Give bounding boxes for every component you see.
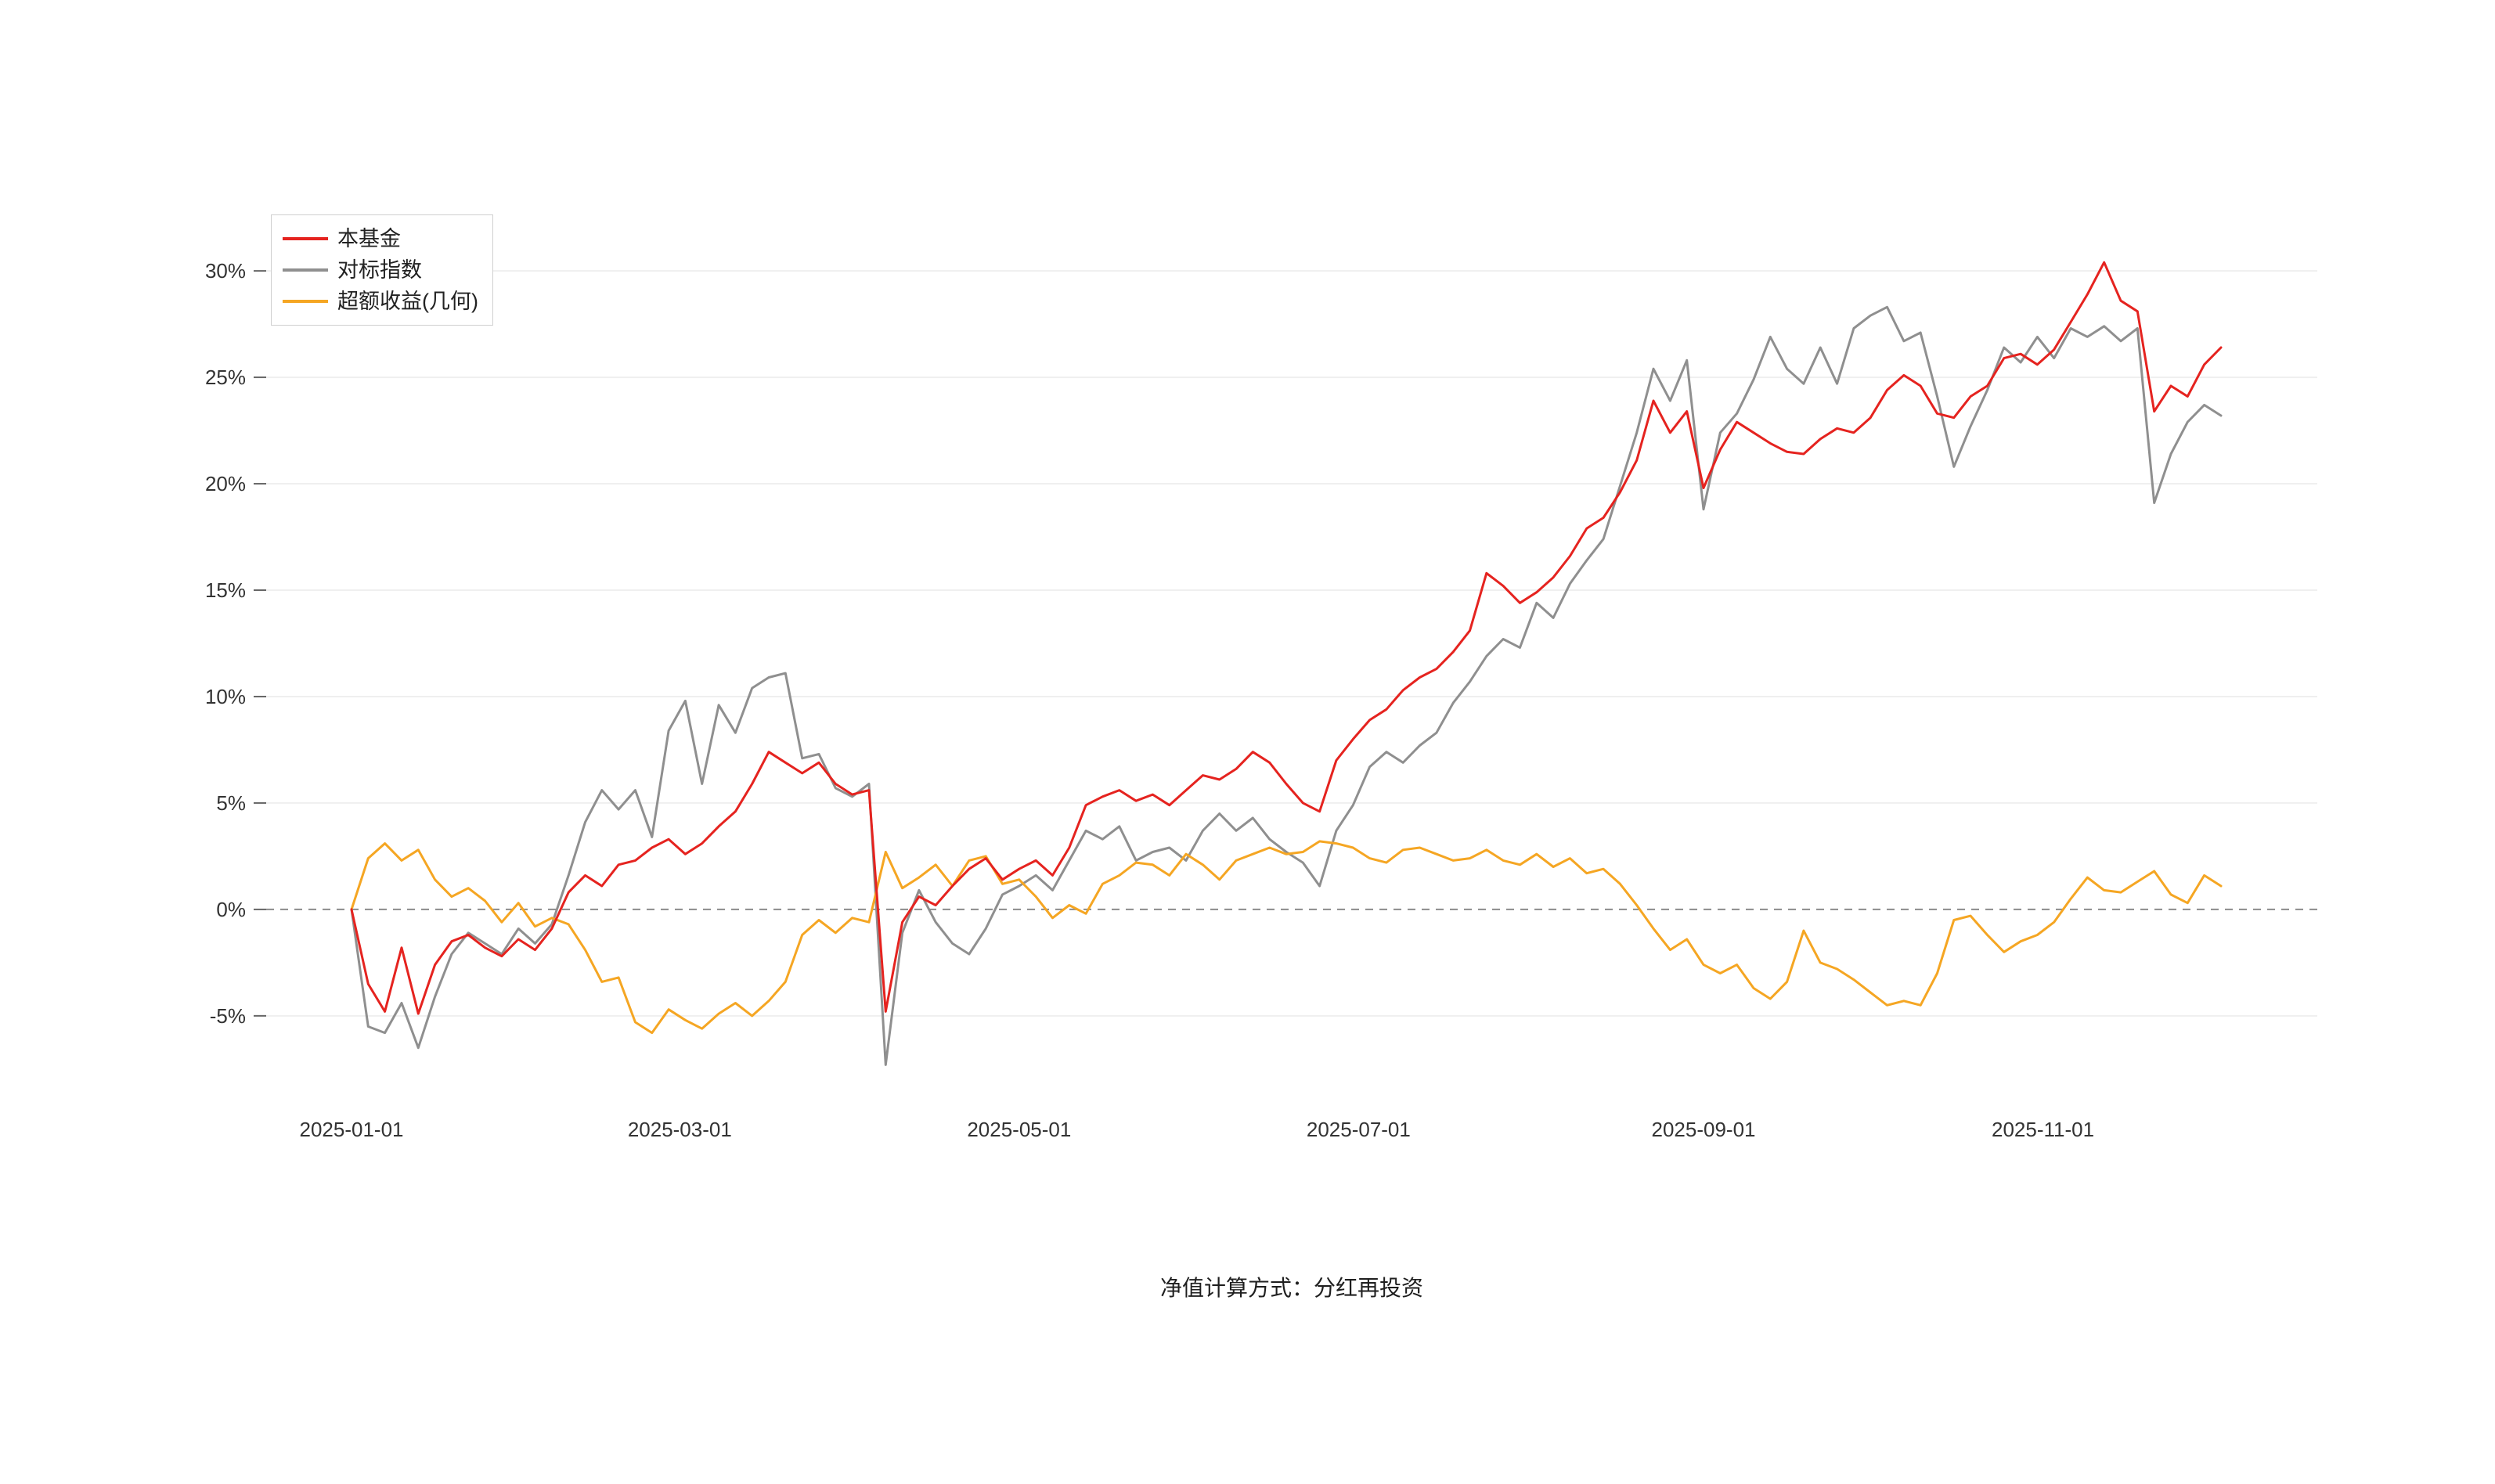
legend-item-excess-return[interactable]: 超额收益(几何) xyxy=(283,286,478,317)
x-axis-label: 2025-03-01 xyxy=(628,1118,732,1141)
legend-label-fund: 本基金 xyxy=(337,227,401,250)
y-axis-label: 25% xyxy=(205,366,246,389)
x-axis-label: 2025-07-01 xyxy=(1307,1118,1411,1141)
y-axis-label: -5% xyxy=(210,1004,246,1028)
y-axis-label: 20% xyxy=(205,472,246,495)
excess-geometric-series-line xyxy=(350,840,2223,1035)
benchmark-line-swatch-icon xyxy=(283,268,328,272)
y-axis-label: 0% xyxy=(216,898,246,921)
fund-series-line xyxy=(350,261,2223,1015)
y-axis-label: 10% xyxy=(205,685,246,708)
legend-item-fund[interactable]: 本基金 xyxy=(283,223,478,254)
chart-legend: 本基金 对标指数 超额收益(几何) xyxy=(271,214,493,326)
x-axis-label: 2025-11-01 xyxy=(1992,1118,2094,1141)
y-axis-label: 15% xyxy=(205,578,246,602)
nav-calculation-method-note: 净值计算方式：分红再投资 xyxy=(1159,1276,1423,1300)
x-axis-label: 2025-09-01 xyxy=(1652,1118,1756,1141)
x-axis-label: 2025-05-01 xyxy=(967,1118,1071,1141)
legend-label-excess-return: 超额收益(几何) xyxy=(337,290,478,313)
y-axis-label: 5% xyxy=(216,791,246,815)
fund-line-swatch-icon xyxy=(283,237,328,240)
legend-item-benchmark[interactable]: 对标指数 xyxy=(283,254,478,286)
excess-return-line-swatch-icon xyxy=(283,300,328,303)
x-axis-label: 2025-01-01 xyxy=(300,1118,404,1141)
y-axis-label: 30% xyxy=(205,259,246,283)
benchmark-series-line xyxy=(350,305,2223,1066)
legend-label-benchmark: 对标指数 xyxy=(337,258,422,282)
